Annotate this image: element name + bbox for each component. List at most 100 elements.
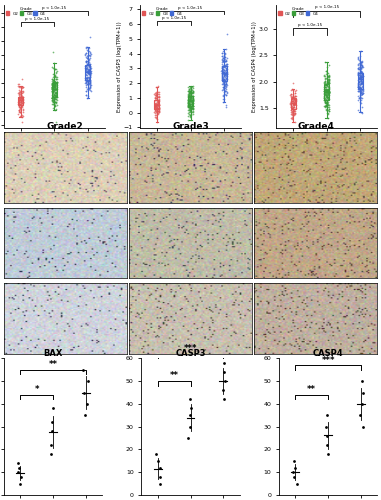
Point [325, 71, 331, 79]
Point [51, 82, 58, 90]
Point [187, 104, 193, 112]
Point [187, 102, 193, 110]
Point [218, 55, 224, 63]
Point [356, 78, 362, 86]
Point [155, 105, 162, 113]
Point [187, 102, 193, 110]
Point [223, 64, 229, 72]
Point [83, 65, 89, 73]
Point [155, 97, 162, 105]
Point [219, 52, 225, 60]
Point [359, 70, 365, 78]
Point [187, 92, 193, 100]
Point [321, 71, 327, 79]
Point [16, 90, 22, 98]
Point [83, 74, 89, 82]
Point [360, 86, 366, 94]
Point [323, 93, 329, 101]
Point [86, 68, 92, 76]
Point [221, 69, 227, 77]
Point [16, 83, 22, 91]
Point [19, 84, 25, 92]
Point [219, 74, 225, 82]
Point [186, 94, 192, 102]
Point [190, 105, 196, 113]
Point [83, 68, 90, 76]
Point [189, 103, 195, 111]
Point [358, 58, 364, 66]
Point [355, 86, 361, 94]
Point [186, 88, 192, 96]
Point [221, 84, 227, 92]
Point [50, 92, 56, 100]
Point [86, 76, 92, 84]
Point [49, 75, 55, 83]
Point [53, 68, 59, 76]
Point [153, 91, 159, 99]
Point [50, 84, 56, 92]
Point [83, 54, 90, 62]
Point [50, 88, 56, 96]
Point [288, 90, 294, 98]
Point [18, 94, 24, 102]
Point [323, 88, 329, 96]
Point [49, 83, 55, 91]
Point [18, 99, 24, 107]
Point [322, 88, 328, 96]
Point [83, 78, 89, 86]
Point [51, 75, 57, 83]
Point [355, 69, 361, 77]
Point [321, 96, 327, 104]
Point [83, 77, 89, 85]
Point [326, 88, 332, 96]
Point [188, 85, 194, 93]
Point [221, 70, 227, 78]
Point [355, 70, 361, 78]
Point [53, 90, 59, 98]
Point [187, 90, 193, 98]
Point [51, 82, 58, 90]
Point [16, 86, 22, 94]
Point [154, 92, 160, 100]
Point [87, 77, 93, 85]
Point [221, 70, 227, 78]
Point [186, 92, 192, 100]
Point [288, 86, 294, 94]
Point [84, 74, 90, 82]
Point [222, 84, 228, 92]
Point [156, 100, 162, 108]
Point [157, 95, 163, 103]
Point [355, 82, 361, 90]
Point [221, 72, 227, 80]
Point [85, 69, 91, 77]
Point [359, 62, 365, 70]
Point [53, 98, 59, 106]
Point [223, 82, 229, 90]
Point [185, 92, 191, 100]
Point [325, 80, 331, 88]
Point [154, 94, 160, 102]
Point [154, 114, 160, 122]
Point [359, 70, 365, 78]
Point [223, 69, 229, 77]
Point [18, 94, 24, 102]
Point [293, 86, 299, 94]
Point [189, 96, 195, 104]
Point [85, 86, 91, 94]
Point [190, 106, 196, 114]
Point [292, 118, 298, 126]
Point [80, 366, 86, 374]
Point [84, 68, 90, 76]
Point [292, 100, 298, 108]
Point [187, 92, 193, 100]
Point [186, 90, 192, 98]
Point [16, 98, 22, 106]
Point [189, 102, 195, 110]
Point [153, 101, 159, 109]
Point [49, 87, 55, 95]
Point [20, 88, 26, 96]
Point [185, 103, 191, 111]
Point [187, 93, 193, 101]
Point [52, 102, 58, 110]
Point [321, 82, 327, 90]
